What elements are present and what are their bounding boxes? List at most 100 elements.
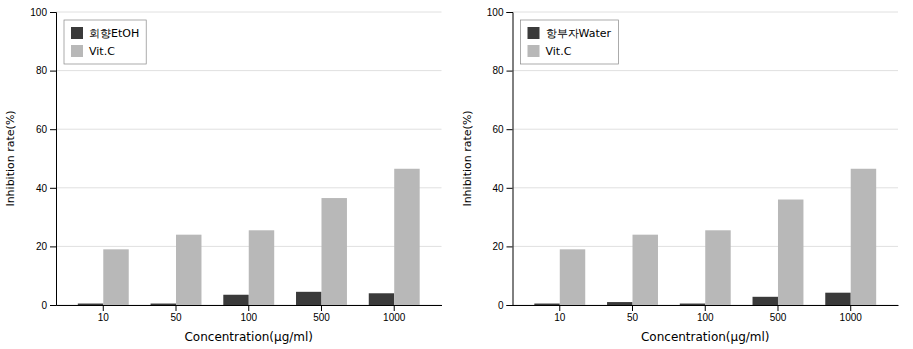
y-tick: 0 xyxy=(498,300,513,311)
bar xyxy=(296,292,321,305)
x-tick: 100 xyxy=(240,305,257,323)
y-tick-label: 20 xyxy=(492,241,504,252)
bar xyxy=(369,293,394,305)
legend-label: 회향EtOH xyxy=(89,27,139,40)
grid-line xyxy=(56,70,442,71)
y-tick: 80 xyxy=(36,65,56,76)
y-tick-label: 0 xyxy=(498,300,504,311)
bar xyxy=(560,249,585,305)
y-tick-mark xyxy=(507,129,513,130)
y-tick-mark xyxy=(507,246,513,247)
y-tick: 60 xyxy=(492,124,512,135)
y-tick: 20 xyxy=(36,241,56,252)
x-tick-label: 100 xyxy=(240,312,257,323)
x-tick-label: 100 xyxy=(697,312,714,323)
grid-line xyxy=(56,129,442,130)
x-tick-label: 10 xyxy=(554,312,566,323)
y-tick: 40 xyxy=(492,183,512,194)
legend-item: Vit.C xyxy=(71,45,115,58)
y-tick-mark xyxy=(507,188,513,189)
x-tick-mark xyxy=(705,305,706,311)
x-tick-label: 1000 xyxy=(383,312,406,323)
panel: 10 50 100 500 1000 0 20 40 60 80 100 Concentration(… xyxy=(461,7,899,344)
x-tick-label: 50 xyxy=(627,312,639,323)
y-tick-mark xyxy=(50,305,56,306)
y-tick-mark xyxy=(50,129,56,130)
x-tick-mark xyxy=(103,305,104,311)
x-axis-title: Concentration(μg/ml) xyxy=(184,330,313,344)
y-tick: 60 xyxy=(36,124,56,135)
y-tick-label: 100 xyxy=(487,7,504,18)
y-axis: 0 20 40 60 80 100 xyxy=(487,7,513,311)
legend-swatch xyxy=(528,27,540,39)
y-axis: 0 20 40 60 80 100 xyxy=(30,7,56,311)
bar xyxy=(825,293,850,305)
bar xyxy=(705,230,730,305)
bar xyxy=(680,304,705,305)
y-tick-mark xyxy=(50,188,56,189)
bar xyxy=(534,304,559,305)
bar xyxy=(633,235,658,305)
bar xyxy=(607,302,632,305)
x-tick: 50 xyxy=(627,305,639,323)
y-tick: 40 xyxy=(36,183,56,194)
x-tick-label: 10 xyxy=(98,312,110,323)
y-tick-mark xyxy=(50,12,56,13)
bar xyxy=(78,304,103,305)
bar xyxy=(223,295,248,305)
bar xyxy=(851,169,876,305)
panel: 10 50 100 500 1000 0 20 40 60 80 100 Concentration(… xyxy=(4,7,442,344)
chart-root: 10501005001000020406080100Concentration(… xyxy=(0,0,913,349)
bar xyxy=(394,169,419,305)
legend-swatch xyxy=(71,27,83,39)
x-tick-mark xyxy=(559,305,560,311)
x-tick-label: 500 xyxy=(313,312,330,323)
y-tick-mark xyxy=(507,12,513,13)
x-tick-mark xyxy=(394,305,395,311)
x-tick-label: 500 xyxy=(770,312,787,323)
bar xyxy=(249,230,274,305)
y-tick-label: 60 xyxy=(492,124,504,135)
y-axis-line xyxy=(50,13,57,306)
x-tick: 500 xyxy=(770,305,787,323)
legend-label: 항부자Water xyxy=(546,27,612,40)
x-tick: 100 xyxy=(697,305,714,323)
y-tick: 20 xyxy=(492,241,512,252)
x-tick-mark xyxy=(176,305,177,311)
x-axis: 10 50 100 500 1000 xyxy=(513,305,899,323)
y-tick: 80 xyxy=(492,65,512,76)
y-tick-label: 100 xyxy=(30,7,47,18)
y-tick: 100 xyxy=(487,7,513,18)
grid-line xyxy=(513,129,899,130)
y-tick-mark xyxy=(507,305,513,306)
y-tick-label: 80 xyxy=(36,65,48,76)
y-tick-label: 0 xyxy=(41,300,47,311)
x-axis-title: Concentration(μg/ml) xyxy=(641,330,770,344)
legend-frame xyxy=(521,20,619,64)
bar xyxy=(151,304,176,305)
x-tick-mark xyxy=(248,305,249,311)
x-tick: 50 xyxy=(170,305,182,323)
legend-label: Vit.C xyxy=(89,45,115,58)
y-tick-mark xyxy=(50,71,56,72)
bar xyxy=(753,297,778,305)
grid-line xyxy=(56,187,442,188)
y-axis-title: Inhibition rate(%) xyxy=(461,110,474,206)
x-tick-mark xyxy=(850,305,851,311)
y-axis-line xyxy=(507,13,514,306)
x-tick-label: 1000 xyxy=(840,312,863,323)
legend-label: Vit.C xyxy=(546,45,572,58)
legend-swatch xyxy=(528,45,540,57)
x-tick-label: 50 xyxy=(170,312,182,323)
legend-frame xyxy=(64,20,146,64)
bars xyxy=(534,169,876,305)
legend: 항부자Water Vit.C xyxy=(521,20,619,64)
bar xyxy=(103,249,128,305)
x-tick: 10 xyxy=(554,305,566,323)
bar-series xyxy=(560,169,876,305)
legend-item: 항부자Water xyxy=(528,27,612,40)
y-tick-label: 40 xyxy=(36,183,48,194)
grid-line xyxy=(56,12,442,13)
y-tick-label: 40 xyxy=(492,183,504,194)
bars xyxy=(78,169,420,305)
